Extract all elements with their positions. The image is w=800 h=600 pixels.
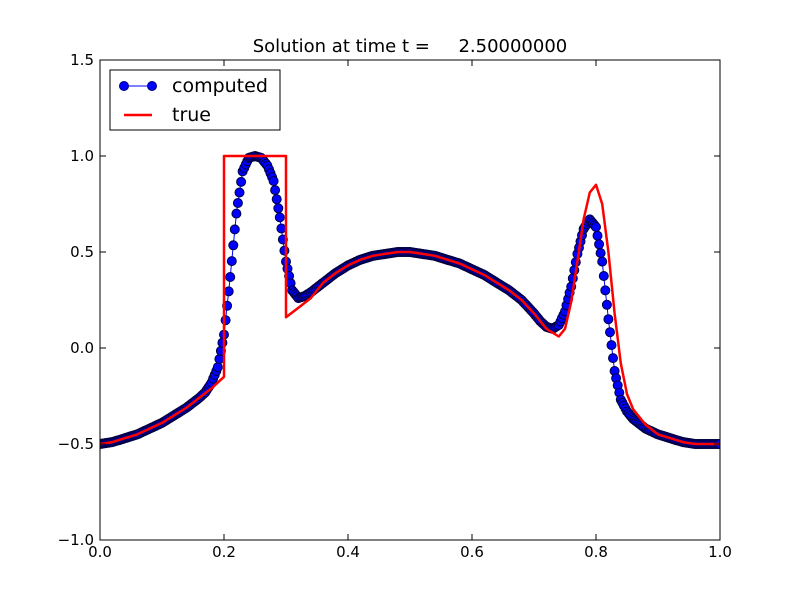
computed-point [279,245,290,256]
axis-ticks: 0.0 0.2 0.4 0.6 0.8 1.0 −1.0 −0.5 0.0 0.5 1.0 1.5 [58,51,732,561]
computed-point [228,240,239,251]
y-tick-label: −0.5 [58,435,94,453]
plot-area [100,151,720,449]
computed-point [226,256,237,267]
true-series-line [100,154,720,446]
computed-point [273,203,284,214]
computed-point [603,314,614,325]
computed-point [591,222,601,232]
computed-point [276,223,287,234]
x-tick-label: 1.0 [708,543,732,561]
computed-point [597,256,608,267]
legend-label-true: true [172,104,211,126]
legend-computed-marker [147,81,157,91]
computed-point [214,354,225,364]
computed-point [236,176,247,187]
computed-point [594,239,605,250]
y-tick-label: −1.0 [58,531,94,549]
chart-title: Solution at time t = 2.50000000 [253,36,568,57]
y-tick-label: 0.5 [70,243,94,261]
x-tick-label: 0.0 [88,543,112,561]
computed-point [232,198,243,208]
computed-point [231,208,242,219]
computed-point [234,187,245,198]
computed-point [601,299,612,310]
computed-point [608,353,618,364]
computed-point [592,230,603,241]
x-tick-label: 0.4 [336,543,360,561]
computed-point [225,272,236,282]
computed-point [217,337,228,348]
computed-point [220,315,231,326]
legend-computed-marker [119,81,129,91]
computed-point [271,194,282,205]
legend-box [109,69,281,131]
computed-point [595,248,606,258]
computed-point [605,327,615,338]
computed-point [229,224,240,235]
legend-label-computed: computed [172,75,268,97]
legend: computed true [109,69,281,131]
computed-point [223,286,234,297]
computed-point [600,285,611,296]
computed-point [212,362,223,373]
x-tick-label: 0.2 [212,543,236,561]
y-tick-label: 1.0 [70,147,94,165]
computed-point [268,176,279,186]
y-tick-label: 0.0 [70,339,94,357]
computed-point [598,271,609,281]
computed-point [270,185,281,196]
axes-frame [99,59,721,541]
x-tick-label: 0.6 [460,543,484,561]
y-tick-label: 1.5 [70,51,94,69]
computed-point [606,340,617,351]
computed-point [274,212,285,223]
x-tick-label: 0.8 [584,543,608,561]
